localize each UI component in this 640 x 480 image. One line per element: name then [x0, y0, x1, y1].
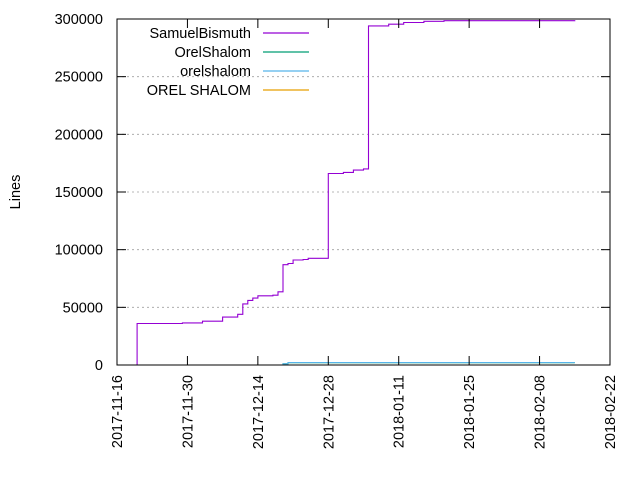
legend: SamuelBismuth OrelShalom orelshalom OREL SH… [147, 26, 309, 99]
y-tick-label: 100000 [55, 243, 103, 259]
y-tick-label: 300000 [55, 12, 103, 28]
legend-label: orelshalom [180, 64, 251, 80]
y-axis: 0 50000 100000 150000 200000 250000 300000 [55, 12, 610, 374]
x-tick-label: 2018-01-11 [392, 375, 408, 448]
y-tick-label: 0 [95, 358, 103, 374]
x-tick-label: 2017-12-14 [251, 375, 267, 449]
x-axis: 2017-11-16 2017-11-30 2017-12-14 2017-12-28… [110, 19, 619, 449]
legend-label: OREL SHALOM [147, 83, 251, 99]
legend-label: OrelShalom [174, 45, 251, 61]
y-tick-label: 250000 [55, 70, 103, 86]
y-tick-label: 200000 [55, 127, 103, 143]
x-tick-label: 2017-11-16 [110, 375, 126, 448]
x-tick-label: 2018-02-08 [533, 375, 549, 449]
y-tick-label: 150000 [55, 185, 103, 201]
x-tick-label: 2017-12-28 [321, 375, 337, 449]
x-tick-label: 2018-01-25 [462, 375, 478, 449]
x-tick-label: 2018-02-22 [603, 375, 619, 449]
grid-lines [117, 76, 610, 308]
y-axis-label: Lines [8, 175, 24, 210]
x-tick-label: 2017-11-30 [180, 375, 196, 448]
y-tick-label: 50000 [63, 300, 103, 316]
legend-label: SamuelBismuth [149, 26, 251, 42]
series-line-samuelbismuth [136, 20, 576, 365]
